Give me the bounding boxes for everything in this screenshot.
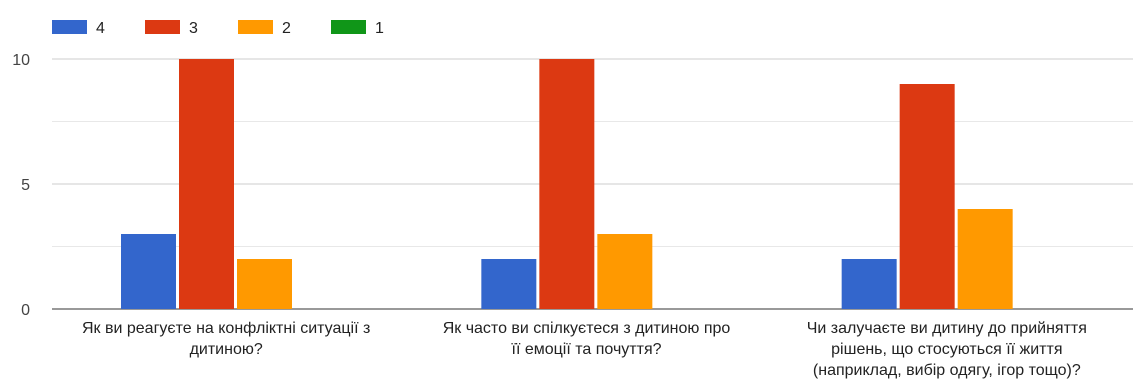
bar-series-4-cat-3[interactable] <box>841 259 897 309</box>
legend-label: 1 <box>375 20 384 37</box>
bar-series-4-cat-1[interactable] <box>121 234 176 309</box>
legend-swatch <box>238 20 273 34</box>
bar-series-4-cat-2[interactable] <box>481 259 537 309</box>
bar-series-2-cat-2[interactable] <box>597 234 653 309</box>
bar-series-3-cat-2[interactable] <box>539 59 595 309</box>
bar-series-3-cat-1[interactable] <box>179 59 234 309</box>
y-tick-label: 10 <box>12 52 30 69</box>
legend-label: 2 <box>282 20 291 37</box>
bar-series-2-cat-3[interactable] <box>957 209 1013 309</box>
legend-swatch <box>331 20 366 34</box>
y-axis: 0 5 10 <box>12 52 30 319</box>
legend-swatch <box>145 20 180 34</box>
legend-label: 4 <box>96 20 105 37</box>
category-label: Чи залучаєте ви дитину до прийняття рішен… <box>807 320 1087 379</box>
legend-swatch <box>52 20 87 34</box>
category-label: Як часто ви спілкуєтеся з дитиною про її … <box>443 320 731 358</box>
bars <box>121 59 1013 309</box>
bar-series-3-cat-3[interactable] <box>899 84 955 309</box>
legend-label: 3 <box>189 20 198 37</box>
y-tick-label: 0 <box>21 302 30 319</box>
y-tick-label: 5 <box>21 177 30 194</box>
legend: 4 3 2 1 <box>52 20 384 37</box>
bar-series-2-cat-1[interactable] <box>237 259 292 309</box>
